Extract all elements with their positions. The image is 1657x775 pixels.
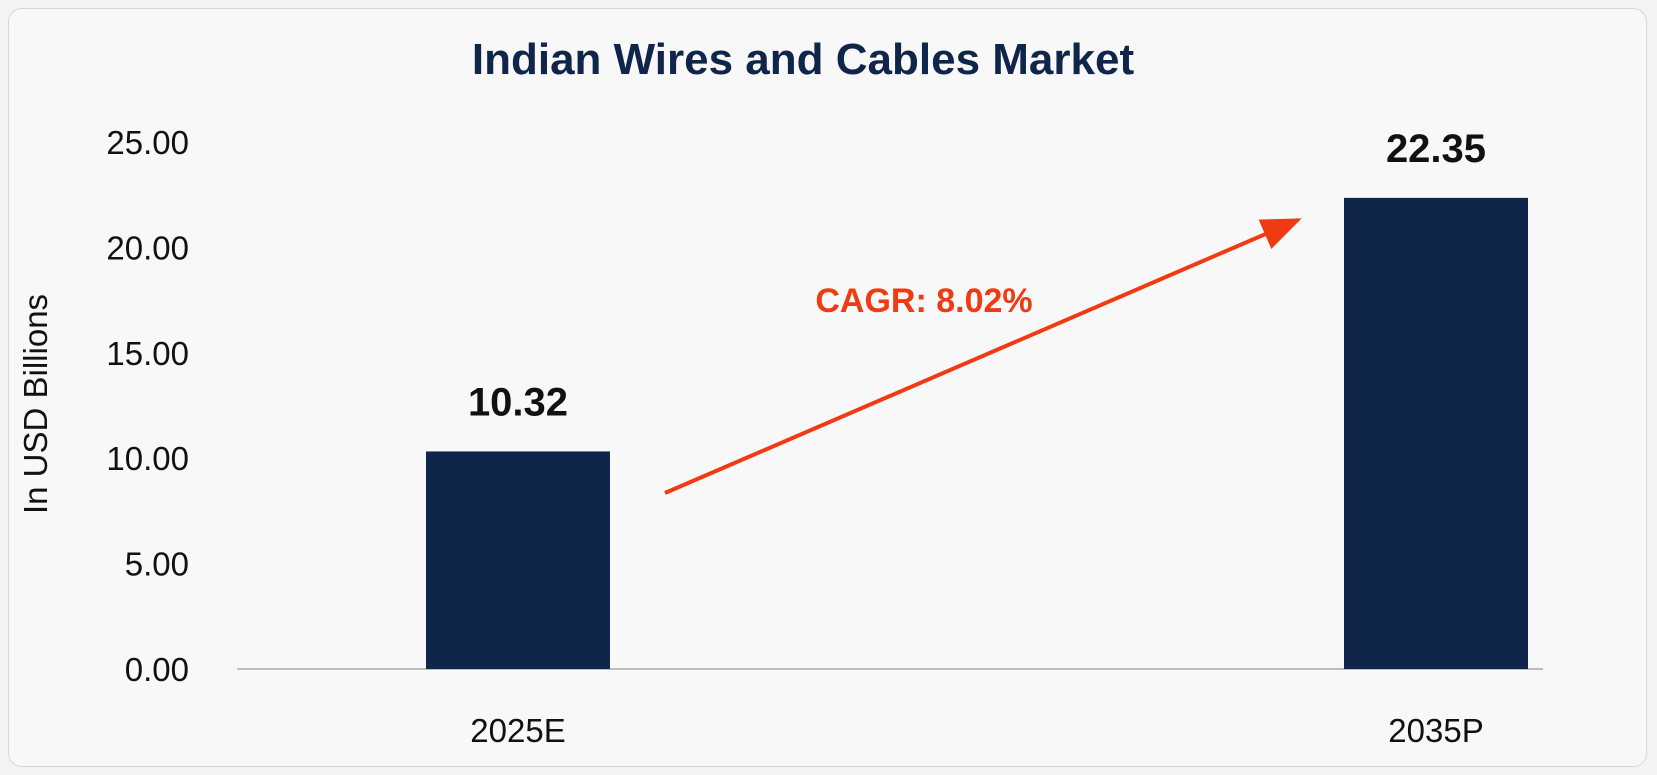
cagr-annotation: CAGR: 8.02% bbox=[815, 282, 1032, 320]
y-tick-label: 15.00 bbox=[106, 335, 189, 372]
y-tick-label: 20.00 bbox=[106, 229, 189, 266]
y-axis-label: In USD Billions bbox=[17, 294, 54, 514]
bars bbox=[426, 197, 1528, 669]
data-labels: 10.32 22.35 bbox=[468, 127, 1486, 425]
y-tick-label: 5.00 bbox=[125, 546, 189, 583]
x-tick-label: 2025E bbox=[470, 712, 565, 749]
x-axis-ticks: 2025E 2035P bbox=[470, 712, 1483, 749]
data-label: 22.35 bbox=[1386, 127, 1486, 171]
y-tick-label: 25.00 bbox=[106, 124, 189, 161]
data-label: 10.32 bbox=[468, 380, 568, 424]
x-tick-label: 2035P bbox=[1388, 712, 1483, 749]
y-axis-ticks: 0.00 5.00 10.00 15.00 20.00 25.00 bbox=[106, 124, 189, 688]
cagr-arrow bbox=[664, 218, 1302, 495]
bar-2025e bbox=[426, 451, 610, 669]
bar-2035p bbox=[1344, 197, 1528, 669]
y-tick-label: 0.00 bbox=[125, 651, 189, 688]
chart-title: Indian Wires and Cables Market bbox=[472, 35, 1135, 84]
y-tick-label: 10.00 bbox=[106, 440, 189, 477]
